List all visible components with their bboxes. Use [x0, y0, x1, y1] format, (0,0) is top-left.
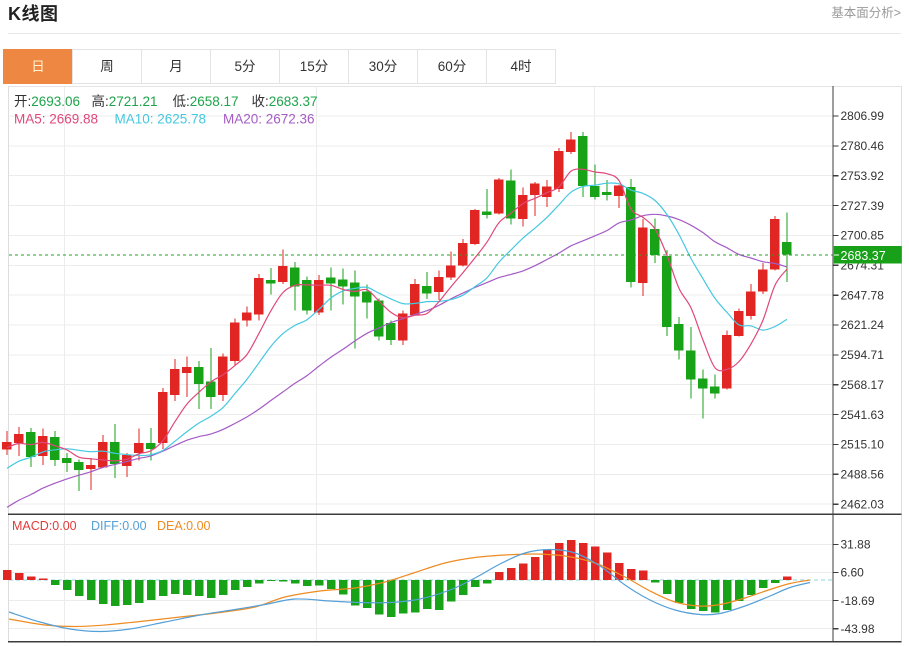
svg-text:-43.98: -43.98: [841, 622, 875, 636]
svg-text:2683.37: 2683.37: [841, 249, 886, 263]
svg-text:开:2693.06高:2721.21低:2658.17收:2: 开:2693.06 高:2721.21 低:2658.17 收:2683.37: [14, 93, 318, 109]
svg-text:2700.85: 2700.85: [841, 229, 885, 243]
svg-text:2727.39: 2727.39: [841, 199, 885, 213]
svg-text:-18.69: -18.69: [841, 594, 875, 608]
svg-text:2594.71: 2594.71: [841, 348, 885, 362]
svg-text:2621.24: 2621.24: [841, 318, 885, 332]
svg-text:2541.63: 2541.63: [841, 408, 885, 422]
svg-text:2753.92: 2753.92: [841, 169, 885, 183]
svg-text:2462.03: 2462.03: [841, 497, 885, 511]
svg-text:6.60: 6.60: [841, 566, 865, 580]
svg-text:31.88: 31.88: [841, 538, 871, 552]
svg-text:2568.17: 2568.17: [841, 378, 885, 392]
svg-text:2488.56: 2488.56: [841, 468, 885, 482]
svg-text:2780.46: 2780.46: [841, 139, 885, 153]
svg-text:2515.10: 2515.10: [841, 438, 885, 452]
svg-text:2647.78: 2647.78: [841, 288, 885, 302]
svg-text:2806.99: 2806.99: [841, 109, 885, 123]
